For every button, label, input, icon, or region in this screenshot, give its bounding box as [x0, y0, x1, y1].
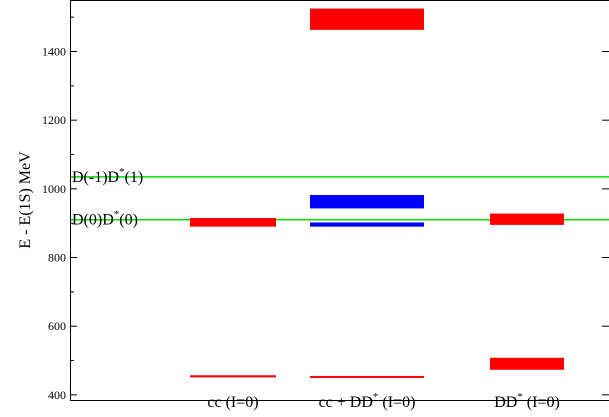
y-tick-label-1: 600	[48, 319, 66, 333]
y-tick-label-2: 800	[48, 251, 66, 265]
energy-levels	[190, 9, 564, 378]
energy-level-7	[490, 214, 564, 225]
category-label-0: cc (I=0)	[207, 394, 258, 411]
y-tick-label-3: 1000	[42, 182, 66, 196]
energy-level-0	[190, 375, 276, 377]
category-label-1: cc + DD* (I=0)	[319, 391, 416, 411]
y-tick-label-4: 1200	[42, 113, 66, 127]
energy-level-6	[490, 358, 564, 370]
y-tick-label-5: 1400	[42, 45, 66, 59]
energy-level-2	[310, 376, 424, 378]
energy-level-4	[310, 195, 424, 208]
threshold-label-1: D(0)D*(0)	[72, 209, 138, 229]
category-label-2: DD* (I=0)	[494, 391, 560, 411]
y-axis-label: E - E(1S) MeV	[17, 151, 34, 249]
threshold-label-0: D(-1)D*(1)	[72, 166, 143, 186]
y-tick-label-0: 400	[48, 388, 66, 402]
energy-level-3	[310, 222, 424, 226]
threshold-labels: D(-1)D*(1) D(0)D*(0)	[72, 166, 143, 229]
y-ticks: 400 600 800 1000 1200 1400	[42, 17, 609, 402]
energy-level-1	[190, 218, 276, 227]
energy-level-5	[310, 9, 424, 30]
